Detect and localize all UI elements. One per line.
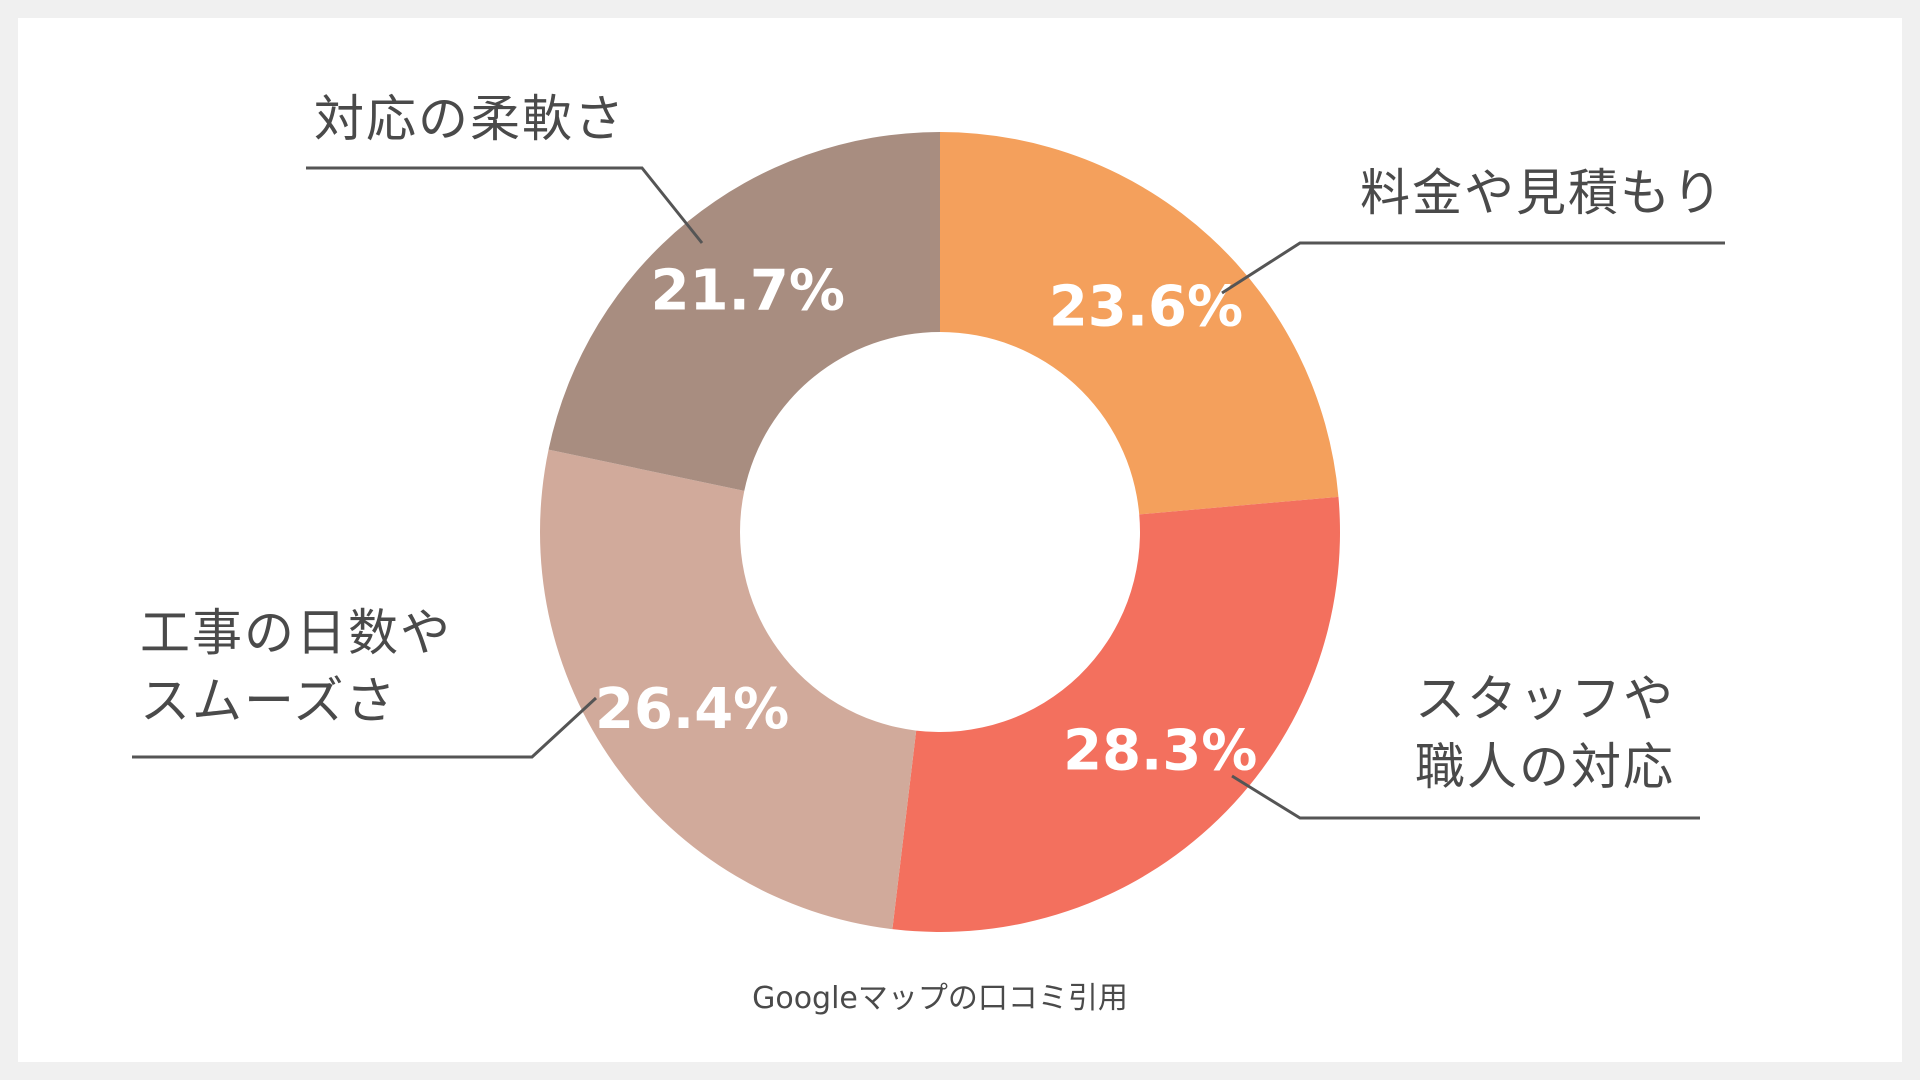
donut-slice	[940, 132, 1339, 515]
category-label: 工事の日数やスムーズさ	[140, 604, 452, 730]
leader-line	[1231, 774, 1700, 820]
source-note: Googleマップの口コミ引用	[752, 981, 1128, 1016]
leader-lines-group	[132, 166, 1725, 820]
category-label-line: スムーズさ	[140, 672, 398, 730]
category-label: 料金や見積もり	[1360, 164, 1724, 222]
leader-line	[132, 696, 598, 759]
category-label-line: 対応の柔軟さ	[314, 90, 626, 148]
category-label-line: 料金や見積もり	[1360, 164, 1724, 222]
slice-value-label: 21.7%	[651, 259, 845, 324]
donut-slice	[548, 132, 940, 491]
category-label-line: スタッフや	[1415, 670, 1675, 728]
category-label-line: 工事の日数や	[140, 604, 452, 662]
slice-value-label: 26.4%	[595, 677, 789, 742]
slice-value-label: 28.3%	[1063, 719, 1257, 784]
slice-value-label: 23.6%	[1049, 275, 1243, 340]
donut-slice	[540, 449, 917, 930]
leader-line	[1221, 241, 1725, 295]
donut-slice	[892, 496, 1340, 932]
leader-line	[306, 166, 704, 244]
value-labels-group: 23.6% 28.3% 26.4% 21.7%	[595, 259, 1257, 784]
category-label: スタッフや職人の対応	[1415, 670, 1675, 796]
slices-group	[540, 132, 1340, 932]
category-label-line: 職人の対応	[1415, 738, 1675, 796]
category-label: 対応の柔軟さ	[314, 90, 626, 148]
